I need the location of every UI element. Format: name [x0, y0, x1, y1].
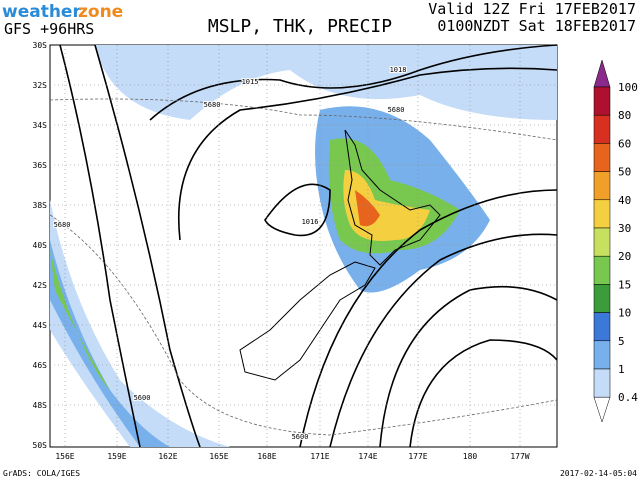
colorbar: 100 80 60 50 40 30 20 15 10 5 1 0.4	[593, 59, 638, 423]
colorbar-band	[593, 340, 611, 370]
latitude-label: 32S	[33, 81, 48, 90]
colorbar-label: 100	[618, 81, 638, 94]
credit: GrADS: COLA/IGES	[3, 469, 80, 478]
coastline-north-island	[344, 129, 441, 266]
graticule: 30S 32S 34S 36S 38S 40S 42S 44S 46S 48S 50S 156E 159…	[33, 41, 557, 461]
latitude-label: 36S	[33, 161, 48, 170]
contour-label: 5600	[134, 394, 151, 402]
colorbar-band	[593, 199, 611, 229]
valid-time: Valid 12Z Fri 17FEB2017	[428, 0, 636, 18]
isobar	[59, 44, 141, 448]
contour-labels: 1015 1018 5680 5680 1016 5680 5600 5600	[53, 65, 408, 442]
brand-weather: weather	[2, 2, 81, 22]
isobar	[299, 189, 558, 448]
latitude-label: 40S	[33, 241, 48, 250]
isobar	[409, 339, 558, 448]
longitude-label: 165E	[209, 452, 228, 461]
longitude-label: 171E	[310, 452, 329, 461]
longitude-label: 156E	[55, 452, 74, 461]
brand-zone: zone	[78, 2, 123, 22]
colorbar-band	[593, 171, 611, 201]
latitude-label: 30S	[33, 41, 48, 50]
isobar	[178, 67, 558, 241]
isobar	[149, 44, 558, 121]
contour-label: 5680	[54, 221, 71, 229]
latitude-label: 44S	[33, 321, 48, 330]
longitude-label: 174E	[358, 452, 377, 461]
precip-moderate	[50, 240, 170, 447]
local-time: 0100NZDT Sat 18FEB2017	[437, 17, 636, 35]
model-run: GFS +96HRS	[4, 20, 94, 38]
latitude-label: 48S	[33, 401, 48, 410]
colorbar-label: 80	[618, 109, 631, 122]
colorbar-label: 15	[618, 278, 631, 291]
contour-label: 5600	[292, 433, 309, 441]
colorbar-band	[593, 86, 611, 116]
colorbar-band	[593, 114, 611, 144]
thickness-line	[49, 98, 558, 141]
longitude-label: 159E	[107, 452, 126, 461]
coastline-south-island	[239, 261, 376, 381]
contour-label: 1018	[390, 66, 407, 74]
colorbar-band	[593, 312, 611, 342]
timestamp: 2017-02-14-05:04	[560, 469, 637, 478]
isobar	[264, 183, 331, 237]
latitude-label: 38S	[33, 201, 48, 210]
colorbar-band	[593, 143, 611, 172]
latitude-label: 42S	[33, 281, 48, 290]
longitude-label: 162E	[158, 452, 177, 461]
colorbar-label: 10	[618, 307, 631, 320]
colorbar-label: 1	[618, 363, 625, 376]
latitude-label: 50S	[33, 441, 48, 450]
colorbar-label: 20	[618, 250, 631, 263]
isobar	[379, 285, 558, 448]
colorbar-label: 30	[618, 222, 631, 235]
colorbar-label: 40	[618, 194, 631, 207]
colorbar-label: 0.4	[618, 391, 638, 404]
isobar	[329, 233, 558, 448]
longitude-label: 180	[463, 452, 478, 461]
longitude-label: 177W	[510, 452, 529, 461]
contour-label: 5680	[388, 106, 405, 114]
map-title: MSLP, THK, PRECIP	[208, 16, 392, 37]
colorbar-bottom-arrow	[593, 396, 611, 423]
map-area	[49, 44, 558, 448]
colorbar-band	[593, 227, 611, 257]
longitude-label: 168E	[257, 452, 276, 461]
colorbar-band	[593, 284, 611, 313]
isobar	[94, 44, 201, 448]
precip-light	[50, 200, 230, 447]
latitude-label: 34S	[33, 121, 48, 130]
contour-label: 1015	[242, 78, 259, 86]
colorbar-band	[593, 255, 611, 285]
thickness-line	[49, 214, 558, 436]
contour-label: 5680	[204, 101, 221, 109]
longitude-label: 177E	[408, 452, 427, 461]
contour-label: 1016	[302, 218, 319, 226]
precip-extreme	[355, 190, 380, 227]
latitude-label: 46S	[33, 361, 48, 370]
colorbar-label: 5	[618, 335, 625, 348]
colorbar-label: 50	[618, 166, 631, 179]
colorbar-band	[593, 368, 611, 398]
colorbar-top-arrow	[593, 59, 611, 88]
colorbar-label: 60	[618, 137, 631, 150]
